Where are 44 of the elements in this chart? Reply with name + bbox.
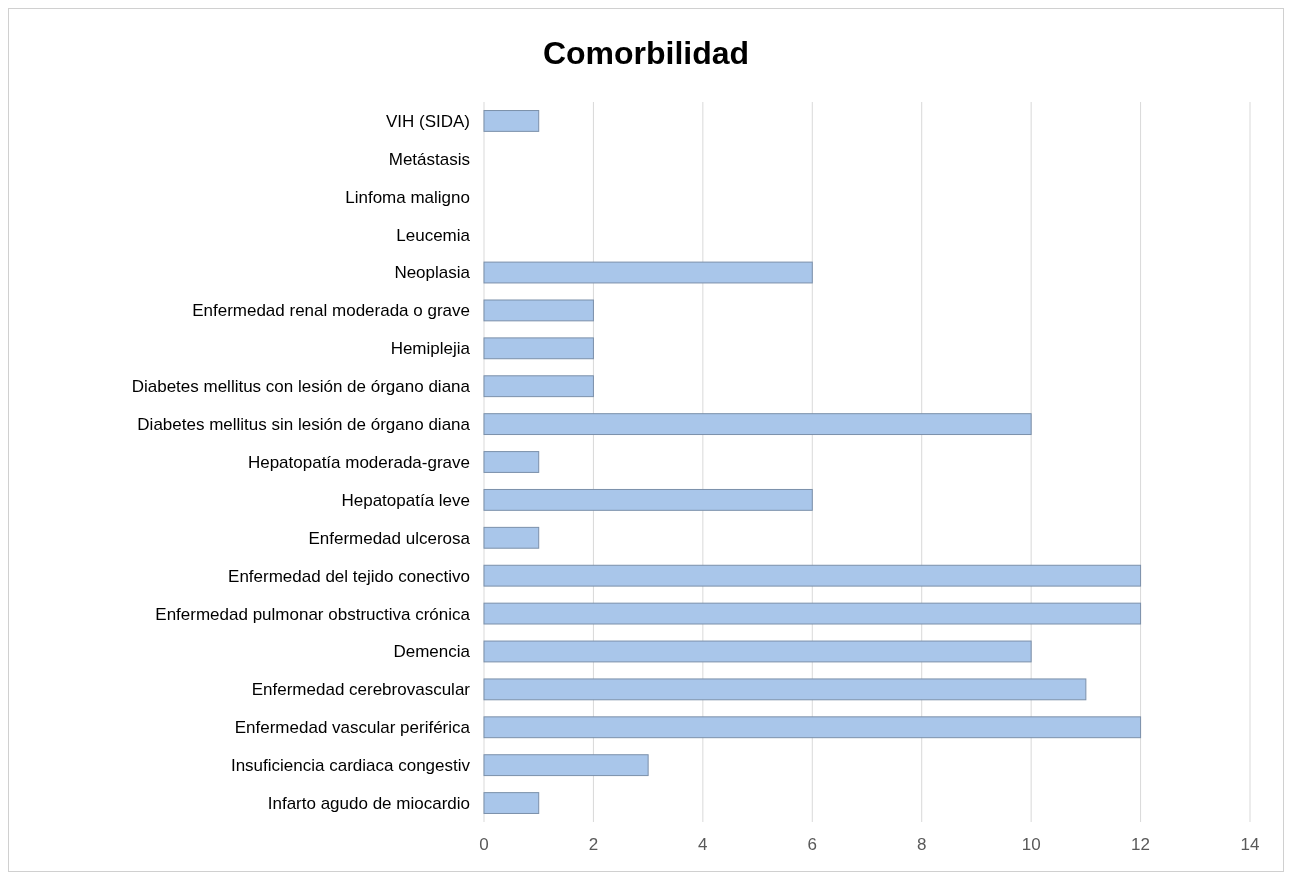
y-tick-label: Insuficiencia cardiaca congestiv (230, 756, 471, 776)
chart-title: Comorbilidad (542, 35, 750, 71)
bar (483, 640, 1032, 663)
bar (483, 375, 594, 398)
bar (483, 451, 540, 473)
y-tick-label: Enfermedad pulmonar obstructiva crónica (155, 604, 471, 624)
bar (483, 488, 813, 511)
y-tick-label: Hepatopatía leve (341, 490, 470, 510)
y-tick-label: Linfoma maligno (345, 187, 470, 207)
x-tick-label: 2 (588, 835, 599, 854)
y-tick-label: Hemiplejia (390, 339, 471, 359)
bar (483, 261, 813, 284)
bar (483, 337, 594, 360)
bar (483, 716, 1142, 739)
x-tick-label: 4 (698, 835, 708, 854)
y-tick-label: Enfermedad vascular periférica (234, 718, 471, 738)
y-tick-label: VIH (SIDA) (385, 111, 470, 131)
x-tick-label: 14 (1240, 835, 1260, 854)
bar (483, 792, 540, 814)
y-tick-label: Enfermedad ulcerosa (308, 528, 471, 548)
y-tick-label: Diabetes mellitus sin lesión de órgano diana (137, 415, 471, 435)
x-tick-label: 10 (1021, 835, 1041, 854)
bar (483, 564, 1142, 587)
bar (483, 526, 540, 549)
bar (483, 602, 1142, 625)
y-tick-label: Infarto agudo de miocardio (267, 794, 470, 813)
y-tick-label: Enfermedad del tejido conectivo (228, 566, 470, 586)
bar (483, 299, 594, 322)
x-tick-label: 12 (1131, 835, 1151, 854)
y-tick-label: Hepatopatía moderada-grave (247, 452, 470, 472)
bar (483, 678, 1087, 701)
y-tick-label: Enfermedad cerebrovascular (251, 680, 471, 700)
x-tick-label: 0 (479, 835, 489, 854)
bar (483, 754, 649, 777)
y-tick-label: Enfermedad renal moderada o grave (192, 301, 470, 321)
y-tick-label: Neoplasia (394, 263, 471, 283)
y-tick-label: Leucemia (396, 225, 471, 245)
bar (483, 110, 540, 132)
y-tick-label: Demencia (393, 642, 471, 662)
y-tick-label: Diabetes mellitus con lesión de órgano diana (131, 377, 471, 397)
x-tick-label: 6 (807, 835, 818, 854)
y-tick-label: Metástasis (388, 149, 470, 169)
bar (483, 413, 1032, 436)
x-tick-label: 8 (916, 835, 927, 854)
